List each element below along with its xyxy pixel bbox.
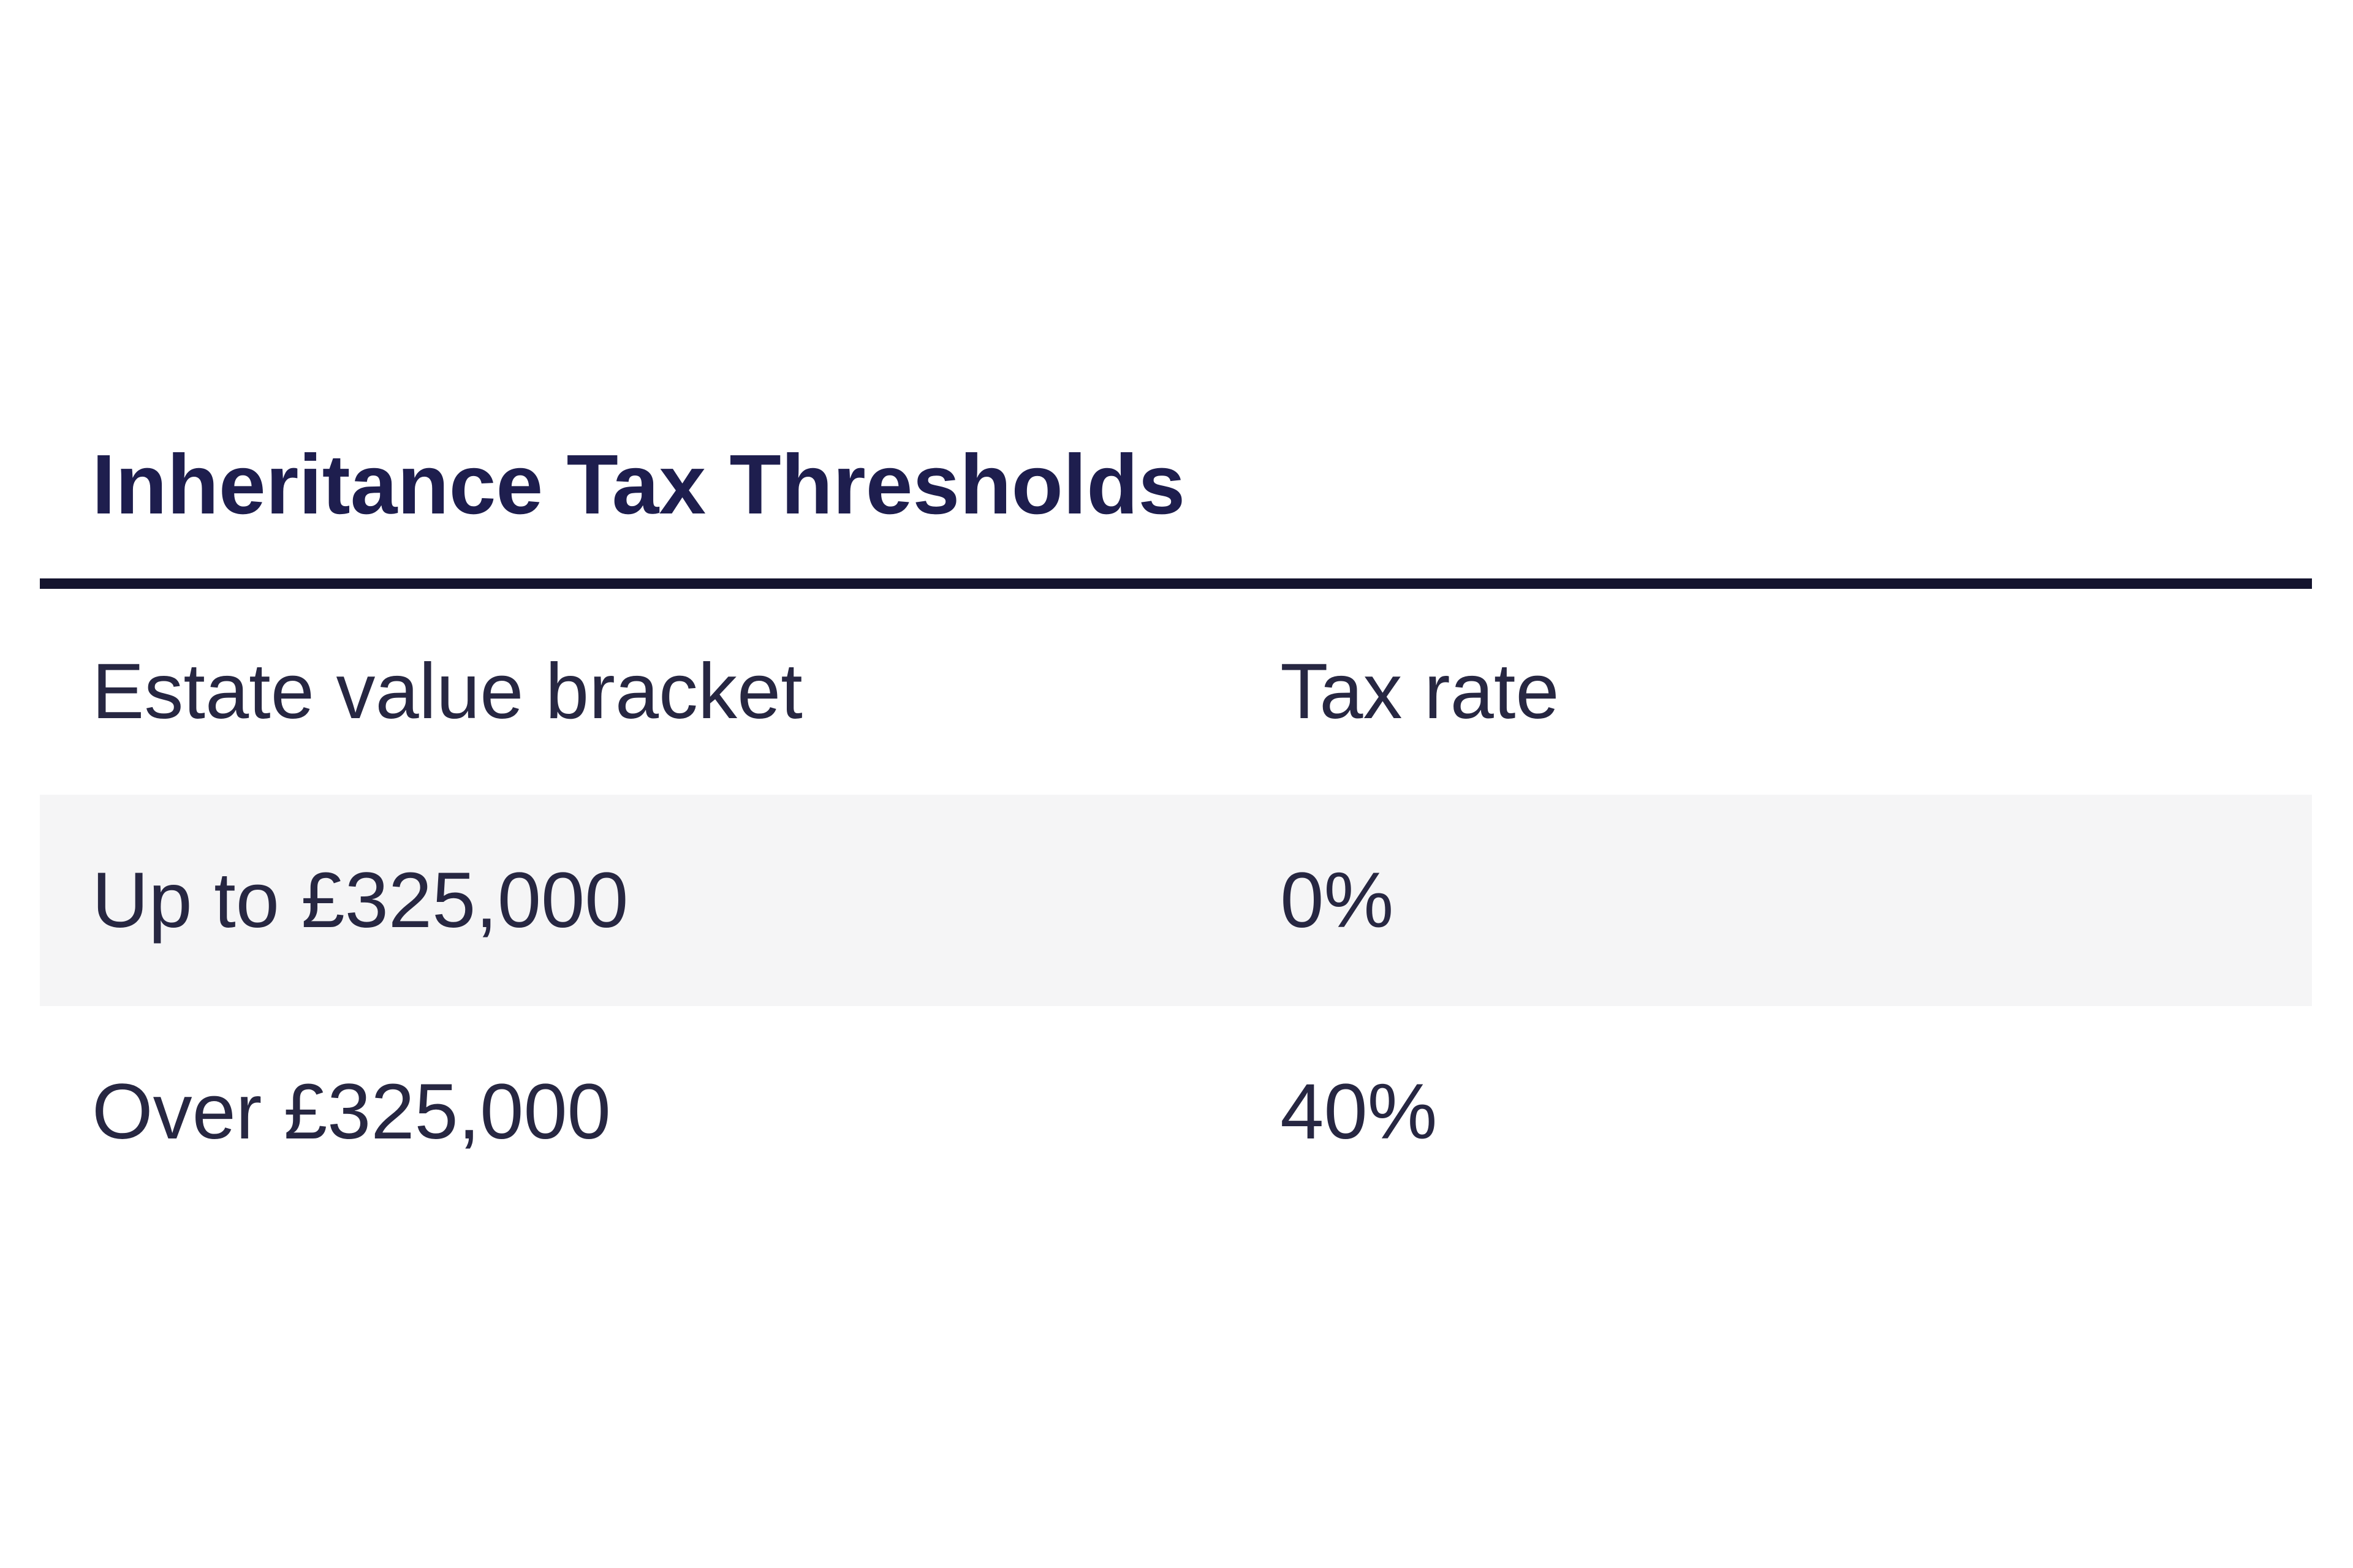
tax-thresholds-table: Estate value bracket Tax rate Up to £325…	[40, 589, 2312, 1218]
column-header-rate: Tax rate	[1280, 648, 1559, 736]
column-header-bracket: Estate value bracket	[92, 648, 803, 736]
table-row: Over £325,000 40%	[40, 1006, 2312, 1218]
page-title: Inheritance Tax Thresholds	[92, 437, 1186, 532]
table-row: Up to £325,000 0%	[40, 794, 2312, 1006]
table-header-row: Estate value bracket Tax rate	[40, 589, 2312, 795]
content-sheet: Inheritance Tax Thresholds Estate value …	[40, 0, 2312, 1218]
rate-cell: 40%	[1280, 1067, 1438, 1156]
bracket-cell: Up to £325,000	[92, 856, 629, 944]
bracket-cell: Over £325,000	[92, 1067, 611, 1156]
rate-cell: 0%	[1280, 856, 1394, 944]
title-divider	[40, 578, 2312, 589]
